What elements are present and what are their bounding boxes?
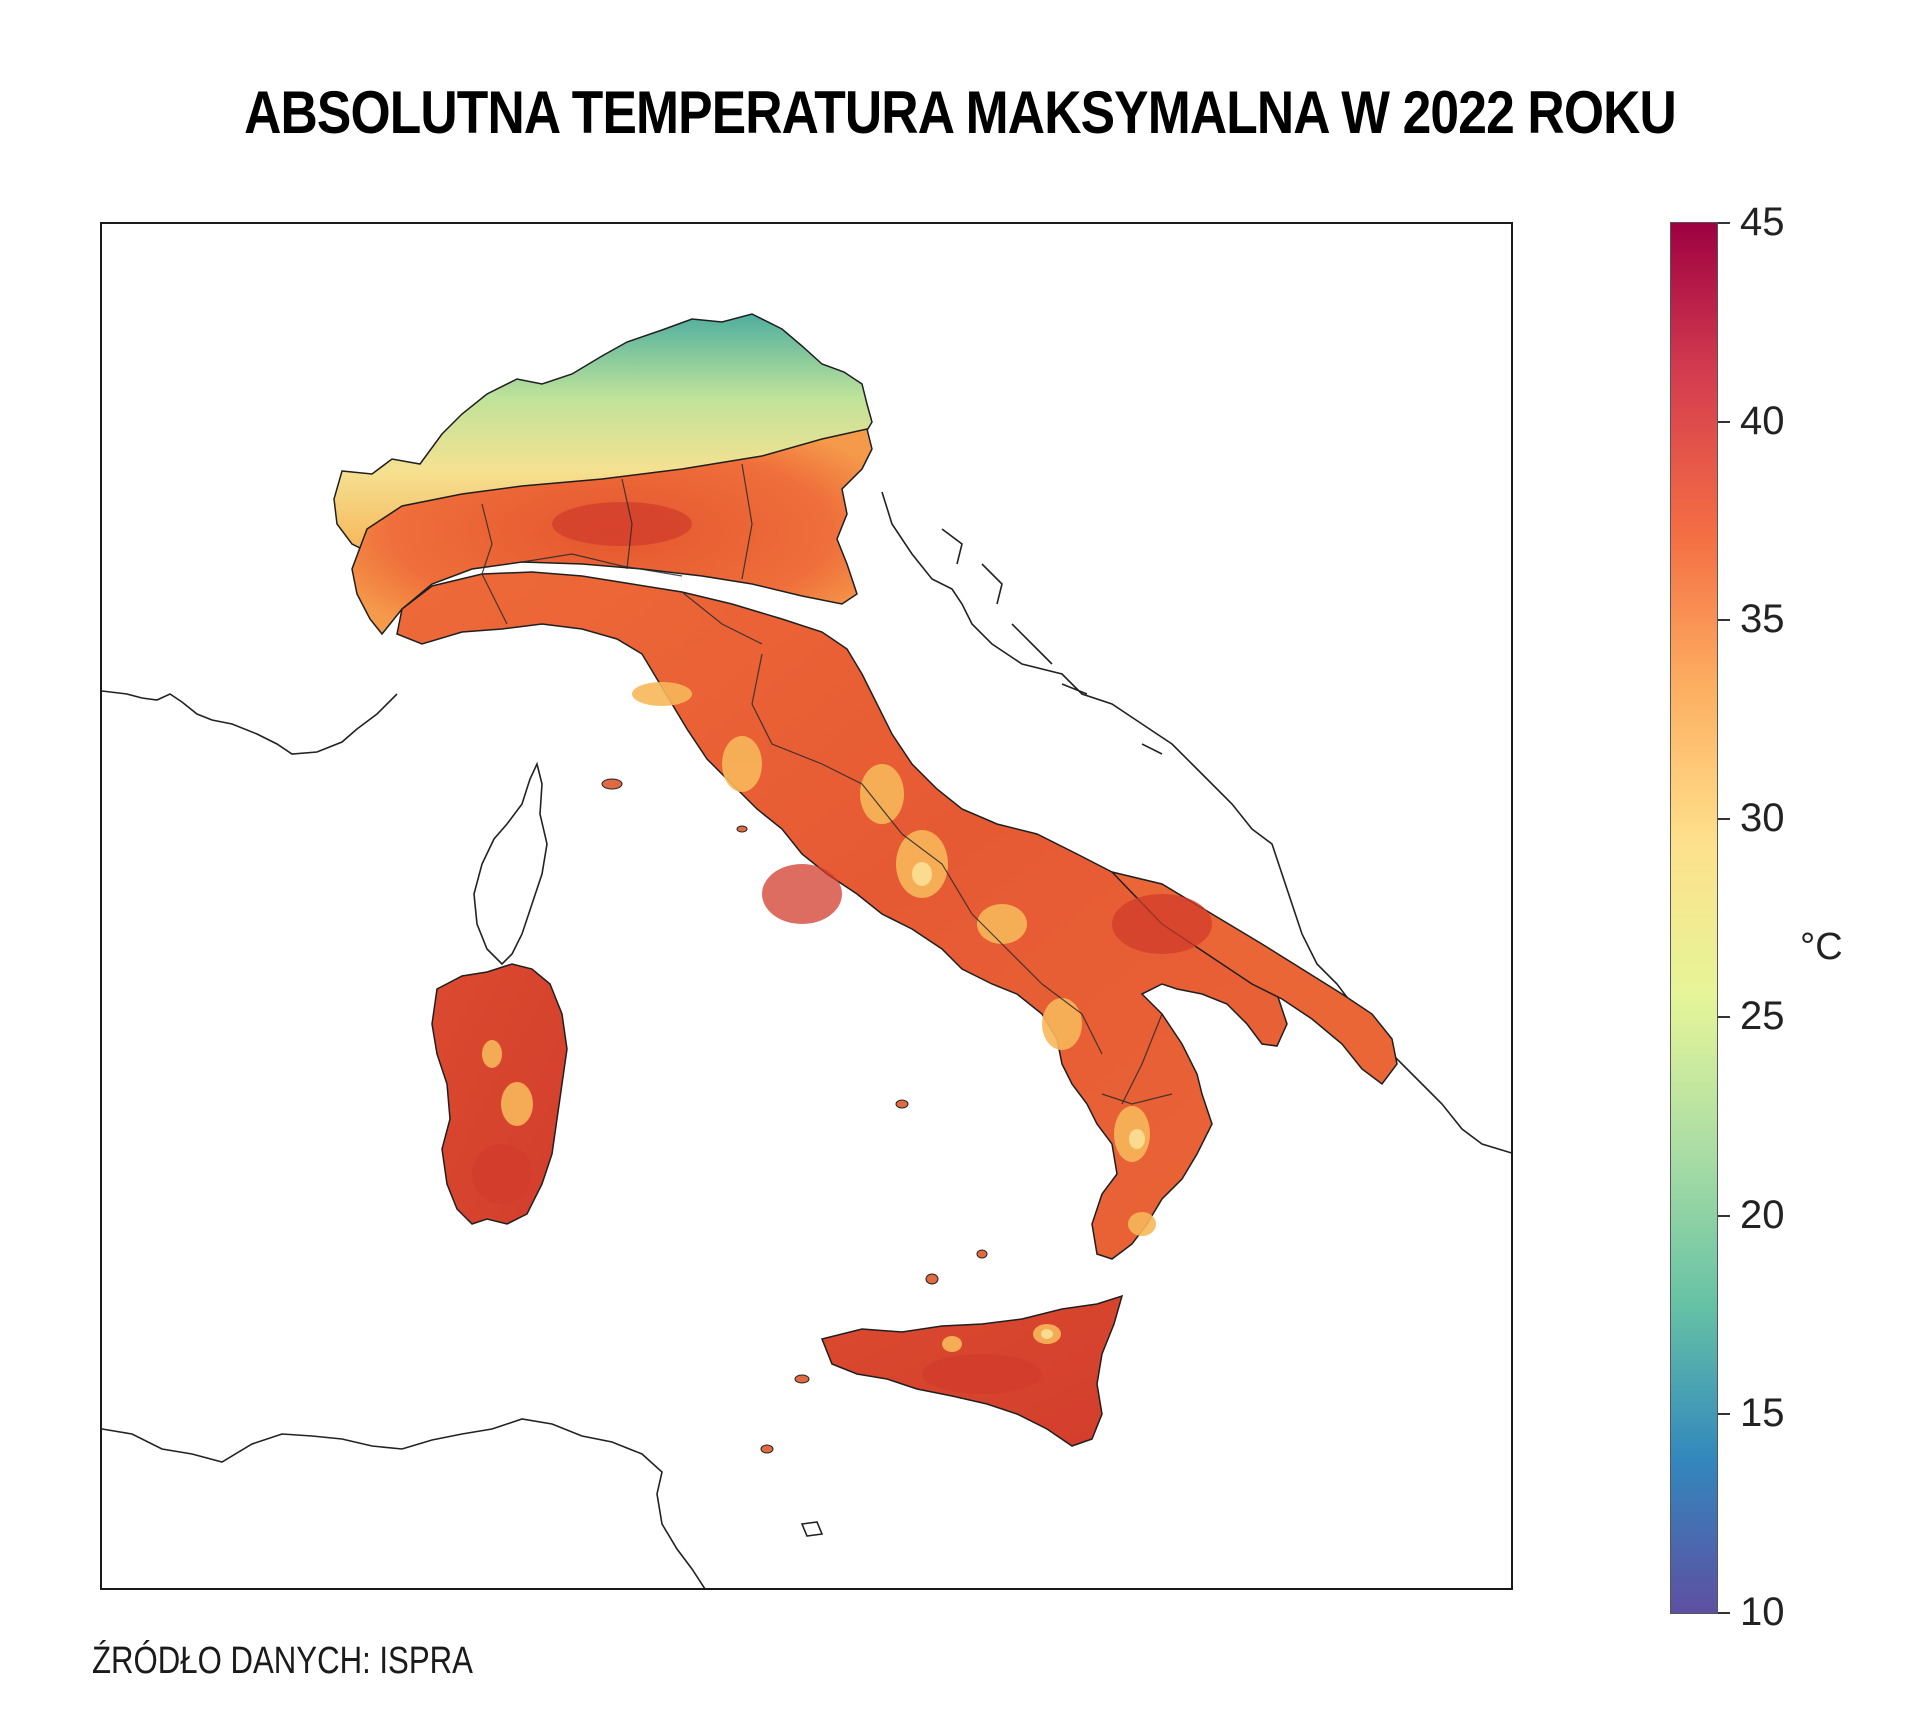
colorbar-tick: [1718, 817, 1730, 820]
colorbar-tick-label: 45: [1740, 200, 1785, 244]
colorbar-tick-label: 15: [1740, 1391, 1785, 1436]
colorbar-tick: [1718, 1016, 1730, 1019]
colorbar-tick-label: 20: [1740, 1192, 1785, 1237]
region-borders: [481, 463, 1173, 1105]
colorbar-tick-label: 30: [1740, 795, 1785, 840]
colorbar-tick: [1718, 222, 1730, 224]
colorbar-tick: [1718, 1214, 1730, 1217]
france-coast: [102, 690, 398, 755]
malta: [800, 1521, 824, 1537]
peninsula-region: [396, 571, 1288, 1260]
colorbar-tick-label: 40: [1740, 398, 1785, 443]
corsica-coast: [473, 761, 548, 966]
colorbar-tick: [1718, 420, 1730, 423]
hot-patches: [472, 502, 1212, 1394]
colorbar-tick-label: 10: [1740, 1590, 1785, 1634]
small-islands: [601, 778, 988, 1454]
africa-coast: [102, 1418, 706, 1588]
colorbar-tick-label: 35: [1740, 597, 1785, 642]
colorbar-unit-label: °C: [1800, 926, 1843, 968]
very-cool-patches: [912, 862, 1145, 1339]
colorbar-tick: [1718, 1612, 1730, 1614]
map-canvas: [102, 313, 1511, 1588]
colorbar: [1670, 222, 1718, 1614]
sardinia: [431, 963, 568, 1225]
balkan-islands: [941, 528, 1163, 755]
colorbar-tick: [1718, 1413, 1730, 1416]
colorbar-tick-label: 25: [1740, 994, 1785, 1039]
colorbar-tick: [1718, 619, 1730, 622]
data-source-caption: ŹRÓDŁO DANYCH: ISPRA: [92, 1640, 473, 1682]
temperature-map: [100, 222, 1513, 1590]
map-title: ABSOLUTNA TEMPERATURA MAKSYMALNA W 2022 …: [244, 79, 1677, 146]
